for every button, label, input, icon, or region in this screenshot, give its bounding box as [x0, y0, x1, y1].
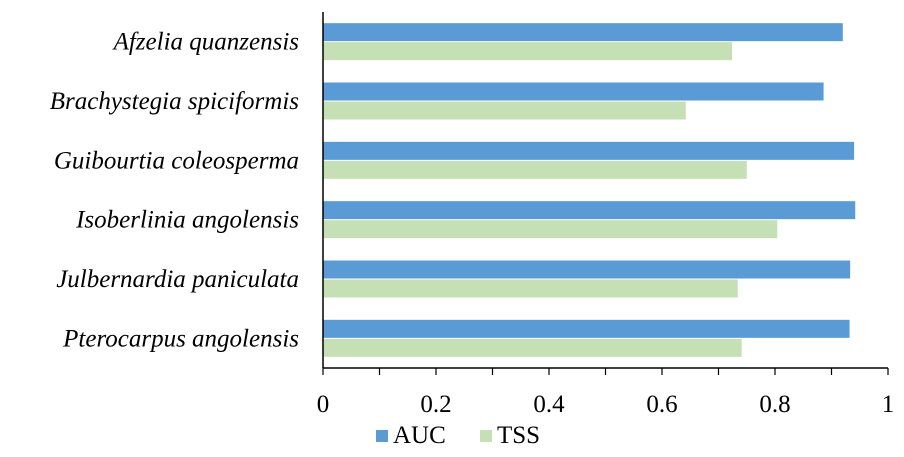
category-label: Isoberlinia angolensis [75, 207, 299, 234]
category-label: Guibourtia coleosperma [54, 147, 299, 174]
legend-swatch-auc [376, 430, 388, 442]
x-tick-label: 0.8 [759, 391, 790, 418]
legend-label-tss: TSS [497, 422, 540, 449]
bar-tss-2 [323, 160, 747, 179]
x-tick-label: 0.4 [533, 391, 565, 418]
bar-auc-0 [323, 23, 843, 42]
bar-auc-2 [323, 141, 855, 160]
x-tick-label: 0 [317, 391, 330, 418]
bar-tss-5 [323, 338, 742, 357]
x-tick-label: 0.2 [420, 391, 451, 418]
x-ticks-group: 0 0.2 0.4 0.6 0.8 1 [317, 368, 895, 418]
bar-tss-1 [323, 101, 686, 120]
bar-tss-4 [323, 279, 738, 298]
legend: AUC TSS [376, 422, 540, 449]
bar-auc-3 [323, 201, 856, 220]
category-labels-group: Afzelia quanzensis Brachystegia spiciform… [50, 29, 299, 353]
category-label: Pterocarpus angolensis [62, 325, 299, 352]
legend-label-auc: AUC [393, 422, 446, 449]
bar-tss-0 [323, 42, 733, 61]
bar-tss-3 [323, 220, 778, 239]
x-tick-label: 1 [882, 391, 895, 418]
legend-swatch-tss [480, 430, 492, 442]
x-tick-label: 0.6 [646, 391, 677, 418]
bars-group [323, 23, 856, 357]
bar-auc-4 [323, 260, 851, 279]
bar-auc-1 [323, 82, 824, 101]
category-label: Brachystegia spiciformis [50, 88, 299, 115]
bar-auc-5 [323, 319, 850, 338]
category-label: Julbernardia paniculata [56, 266, 299, 293]
category-label: Afzelia quanzensis [112, 29, 299, 56]
